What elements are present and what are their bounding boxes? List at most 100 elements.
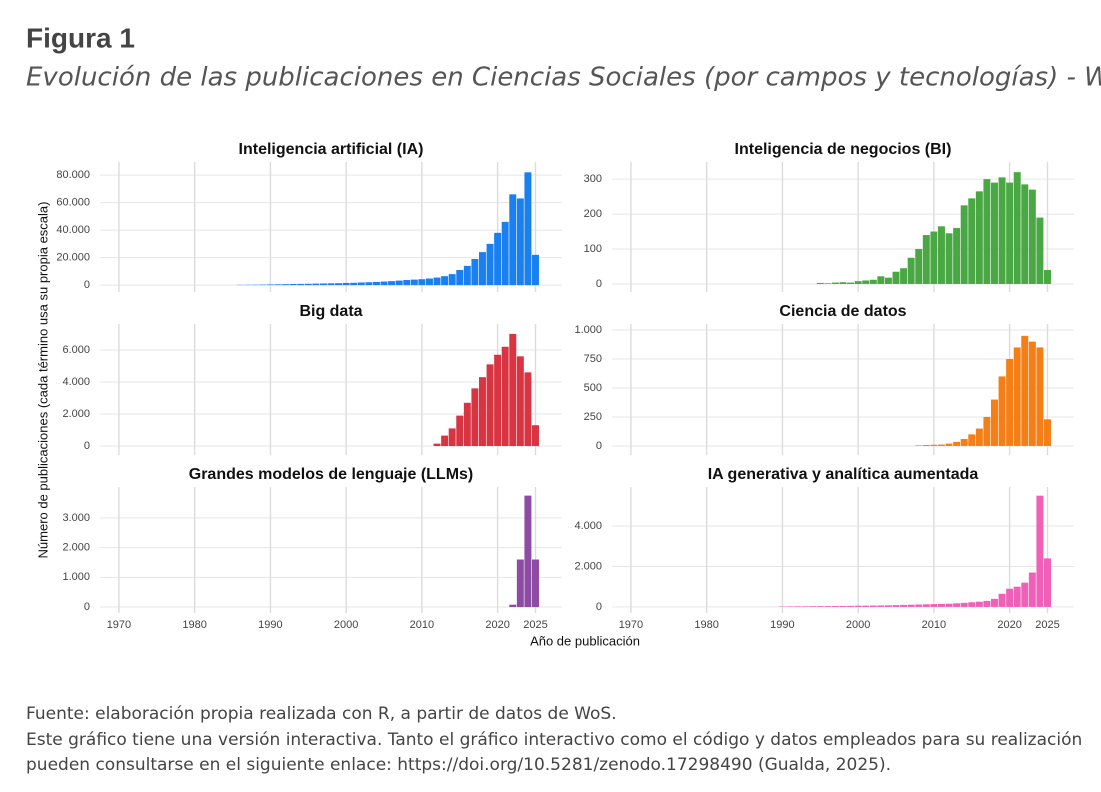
bar <box>817 606 824 607</box>
bar <box>885 278 892 284</box>
bar <box>930 604 937 607</box>
bar <box>1014 172 1021 284</box>
bar <box>1036 347 1043 446</box>
x-tick-label: 1970 <box>619 619 643 631</box>
bar <box>794 606 801 607</box>
bar <box>1036 496 1043 607</box>
figure-title: Figura 1 <box>26 22 135 53</box>
bar <box>487 244 494 285</box>
bar <box>305 284 312 285</box>
x-tick-label: 1980 <box>694 619 718 631</box>
x-tick-label: 2020 <box>997 619 1021 631</box>
y-tick-label: 0 <box>596 278 602 290</box>
bar <box>786 606 793 607</box>
bar <box>502 347 509 446</box>
bar <box>343 283 350 285</box>
bar <box>1021 184 1028 284</box>
bar <box>802 606 809 607</box>
bar <box>456 416 463 446</box>
bar <box>885 605 892 607</box>
bar <box>388 281 395 285</box>
y-tick-label: 2.000 <box>574 560 602 572</box>
panel-title: Big data <box>299 303 362 320</box>
note: Fuente: elaboración propia realizada con… <box>26 704 617 724</box>
y-tick-label: 750 <box>584 353 602 365</box>
y-tick-label: 500 <box>584 382 602 394</box>
bar <box>946 444 953 446</box>
bar <box>267 284 274 285</box>
bar <box>1036 218 1043 284</box>
bar <box>938 226 945 284</box>
bar <box>930 232 937 284</box>
bar <box>923 604 930 607</box>
y-tick-label: 0 <box>84 279 90 291</box>
x-tick-label: 1990 <box>258 619 282 631</box>
y-tick-label: 6.000 <box>62 344 90 356</box>
bar <box>862 280 869 283</box>
note: Este gráfico tiene una versión interacti… <box>26 730 1082 750</box>
bar <box>464 403 471 446</box>
bar <box>328 283 335 285</box>
bar <box>862 606 869 607</box>
bar <box>320 283 327 285</box>
bar <box>524 372 531 446</box>
bar <box>373 282 380 285</box>
x-axis-label: Año de publicación <box>530 633 640 648</box>
bar <box>441 276 448 285</box>
bar <box>449 274 456 285</box>
bar <box>494 233 501 285</box>
bar <box>840 606 847 607</box>
bar <box>824 606 831 607</box>
y-tick-label: 4.000 <box>574 520 602 532</box>
bar <box>855 281 862 284</box>
panel-title: Inteligencia artificial (IA) <box>239 141 424 158</box>
bar <box>991 400 998 446</box>
bar <box>509 194 516 285</box>
bar <box>365 282 372 285</box>
bar <box>953 442 960 446</box>
bar <box>532 255 539 285</box>
bar <box>1014 587 1021 607</box>
bar <box>968 198 975 284</box>
x-tick-label: 2000 <box>334 619 358 631</box>
y-tick-label: 200 <box>584 208 602 220</box>
bar <box>938 445 945 446</box>
bar <box>817 283 824 284</box>
bar <box>870 280 877 284</box>
bar <box>494 355 501 446</box>
bar <box>855 606 862 607</box>
bar <box>991 183 998 284</box>
bar <box>915 605 922 607</box>
bar <box>961 603 968 607</box>
bar <box>900 605 907 607</box>
bar <box>1021 336 1028 446</box>
panel-title: Inteligencia de negocios (BI) <box>735 141 952 158</box>
bar <box>832 283 839 284</box>
y-tick-label: 3.000 <box>62 512 90 524</box>
x-tick-label: 1970 <box>107 619 131 631</box>
x-tick-label: 1990 <box>770 619 794 631</box>
bar <box>297 284 304 285</box>
bar <box>479 377 486 446</box>
x-tick-label: 2000 <box>846 619 870 631</box>
bar <box>999 376 1006 446</box>
bar <box>456 270 463 285</box>
y-tick-label: 0 <box>84 440 90 452</box>
bar <box>938 604 945 607</box>
x-tick-label: 2010 <box>410 619 434 631</box>
bar <box>509 334 516 446</box>
bar <box>350 283 357 285</box>
bar <box>1044 270 1051 284</box>
x-tick-label: 2025 <box>1035 619 1059 631</box>
y-tick-label: 250 <box>584 411 602 423</box>
y-tick-label: 1.000 <box>62 571 90 583</box>
bar <box>968 602 975 607</box>
bar <box>517 198 524 285</box>
bar <box>930 445 937 446</box>
bar <box>517 356 524 446</box>
bar <box>509 605 516 607</box>
bar <box>259 285 266 286</box>
bar <box>1044 558 1051 607</box>
figure-subtitle: Evolución de las publicaciones en Cienci… <box>26 63 1101 93</box>
bar <box>1021 583 1028 607</box>
